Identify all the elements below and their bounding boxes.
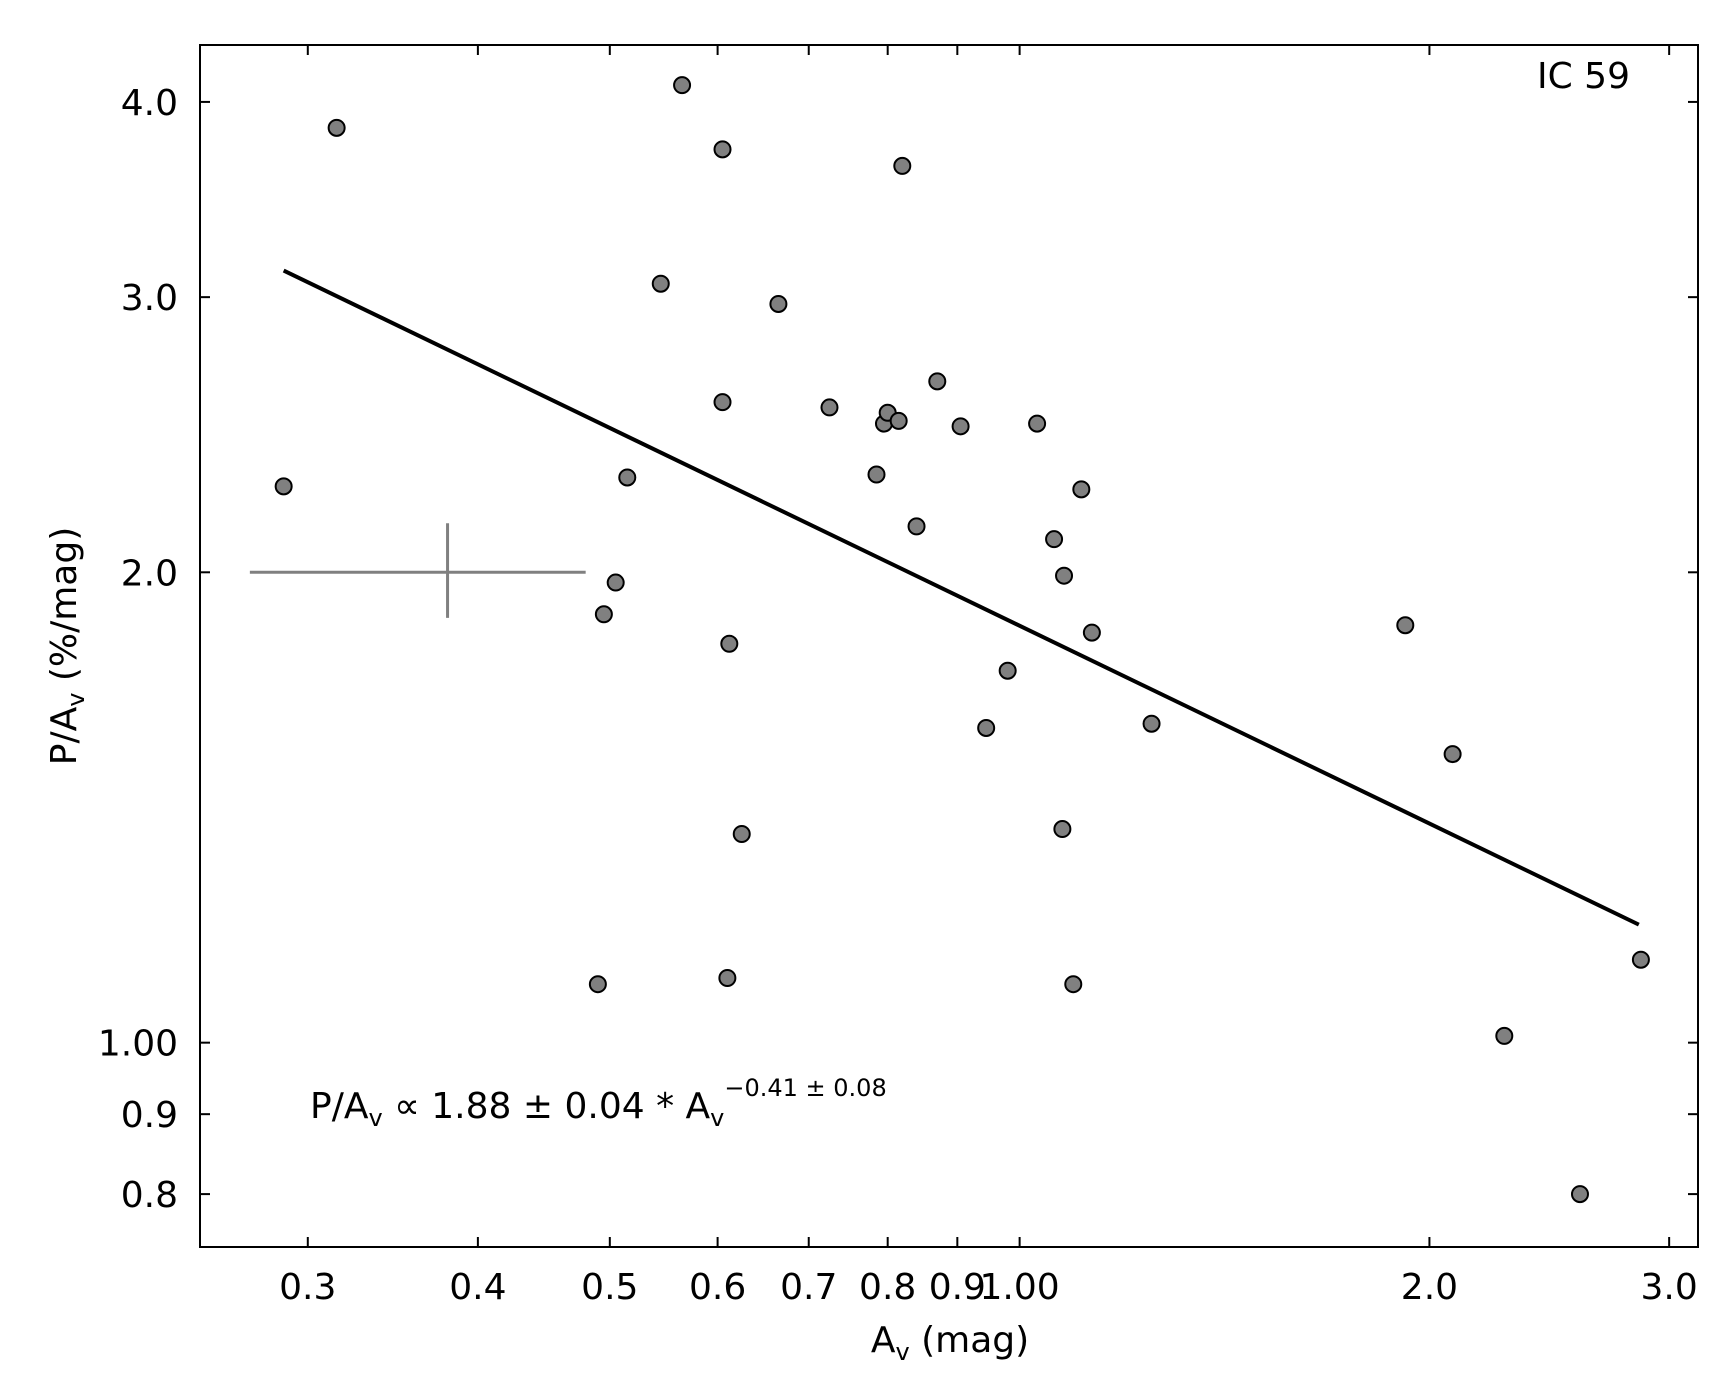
data-point-24 xyxy=(998,661,1017,680)
x-tick-label-6: 0.9 xyxy=(929,1267,986,1308)
data-point-20 xyxy=(907,517,926,536)
data-point-11 xyxy=(720,634,739,653)
data-point-2 xyxy=(588,975,607,994)
data-point-21 xyxy=(928,372,947,391)
data-point-27 xyxy=(1053,820,1072,839)
data-point-26 xyxy=(1045,530,1064,549)
x-axis-title-sub: v xyxy=(895,1338,909,1366)
x-tick-label-7: 1.00 xyxy=(980,1267,1060,1308)
axis-ticks: 0.3 0.4 0.5 0.6 0.7 0.8 0.91.00 2.0 3.00.80.91.0… xyxy=(98,45,1698,1308)
x-tick-label-3: 0.6 xyxy=(689,1267,746,1308)
data-point-36 xyxy=(1570,1185,1589,1204)
data-point-10 xyxy=(718,968,737,987)
y-tick-label-2: 1.00 xyxy=(98,1024,178,1065)
data-point-12 xyxy=(732,825,751,844)
plot-frame xyxy=(199,44,1699,1248)
eq-lhs-main: P/A xyxy=(310,1086,369,1127)
data-point-32 xyxy=(1142,714,1161,733)
y-tick-label-5: 4.0 xyxy=(121,83,178,124)
panel-label: IC 59 xyxy=(1537,56,1630,97)
data-point-3 xyxy=(594,605,613,624)
x-axis-title: Av (mag) xyxy=(871,1320,1029,1366)
fit-line-group xyxy=(282,268,1640,927)
x-tick-label-5: 0.8 xyxy=(859,1267,916,1308)
data-point-30 xyxy=(1072,480,1091,499)
data-point-9 xyxy=(713,393,732,412)
y-tick-label-0: 0.8 xyxy=(121,1175,178,1216)
data-point-29 xyxy=(1064,975,1083,994)
fit-equation: P/Av ∝ 1.88 ± 0.04 * Av−0.41 ± 0.08 xyxy=(310,1074,887,1132)
y-axis-title-rest: (%/mag) xyxy=(44,527,85,693)
eq-base-sub: v xyxy=(710,1104,724,1132)
y-axis-title: P/Av (%/mag) xyxy=(44,527,90,766)
data-point-0 xyxy=(274,477,293,496)
data-point-6 xyxy=(651,274,670,293)
data-point-1 xyxy=(327,118,346,137)
eq-middle: ∝ 1.88 ± 0.04 * A xyxy=(383,1086,711,1127)
data-point-35 xyxy=(1495,1026,1514,1045)
x-axis-title-rest: (mag) xyxy=(910,1320,1030,1361)
data-point-34 xyxy=(1443,745,1462,764)
data-point-37 xyxy=(1631,950,1650,969)
data-point-5 xyxy=(618,468,637,487)
error-cross-group xyxy=(249,523,586,618)
data-point-19 xyxy=(893,156,912,175)
eq-exponent: −0.41 ± 0.08 xyxy=(724,1074,886,1102)
y-tick-label-4: 3.0 xyxy=(121,278,178,319)
y-tick-label-1: 0.9 xyxy=(121,1095,178,1136)
data-point-31 xyxy=(1082,623,1101,642)
data-point-8 xyxy=(713,140,732,159)
data-point-13 xyxy=(769,294,788,313)
x-tick-label-1: 0.4 xyxy=(449,1267,506,1308)
data-point-25 xyxy=(1028,414,1047,433)
data-point-15 xyxy=(867,465,886,484)
data-point-7 xyxy=(673,76,692,95)
data-point-22 xyxy=(951,417,970,436)
x-axis-title-main: A xyxy=(871,1320,896,1361)
y-tick-label-3: 2.0 xyxy=(121,553,178,594)
x-tick-label-2: 0.5 xyxy=(581,1267,638,1308)
fit-line xyxy=(282,268,1640,927)
data-points xyxy=(274,76,1650,1204)
x-tick-label-8: 2.0 xyxy=(1401,1267,1458,1308)
y-axis-title-sub: v xyxy=(62,693,90,707)
x-tick-label-4: 0.7 xyxy=(780,1267,837,1308)
y-axis-title-main: P/A xyxy=(44,706,85,765)
x-tick-label-0: 0.3 xyxy=(279,1267,336,1308)
eq-lhs-sub: v xyxy=(368,1104,382,1132)
data-point-4 xyxy=(606,573,625,592)
data-point-33 xyxy=(1396,616,1415,635)
data-point-23 xyxy=(977,718,996,737)
data-point-18 xyxy=(889,411,908,430)
data-point-28 xyxy=(1055,566,1074,585)
data-point-14 xyxy=(820,398,839,417)
x-tick-label-9: 3.0 xyxy=(1641,1267,1698,1308)
